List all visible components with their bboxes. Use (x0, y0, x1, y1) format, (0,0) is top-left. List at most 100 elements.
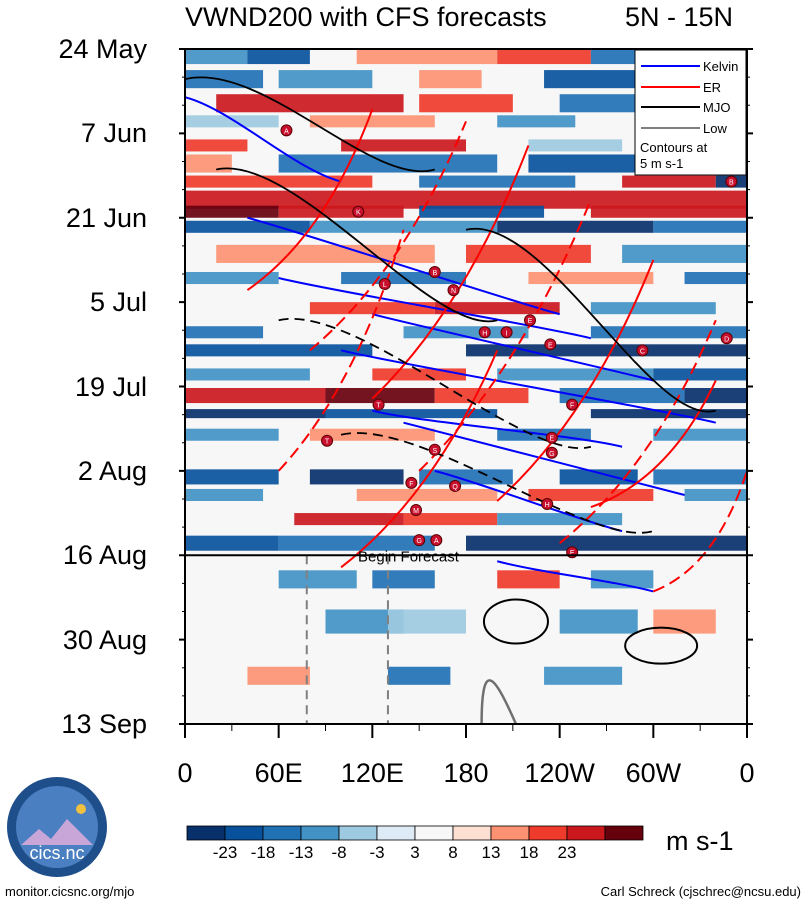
storm-marker-label: A (284, 128, 289, 135)
storm-marker: S (428, 443, 441, 456)
storm-marker-label: M (413, 508, 419, 515)
storm-marker: K (352, 205, 365, 218)
x-tick-label: 60W (625, 758, 682, 788)
storm-marker-label: A (434, 538, 439, 545)
storm-marker-label: G (549, 451, 554, 458)
storm-marker: E (544, 338, 557, 351)
storm-marker-label: T (376, 403, 381, 410)
storm-marker: B (428, 265, 441, 278)
storm-marker: H (478, 326, 491, 339)
colorbar-swatch (566, 825, 606, 841)
storm-marker: G (545, 446, 558, 459)
storm-marker-label: E (548, 342, 553, 349)
storm-marker: E (545, 431, 558, 444)
colorbar-label: -23 (212, 843, 238, 862)
colorbar-label: -18 (250, 843, 276, 862)
storm-marker-label: E (550, 436, 555, 443)
colorbar-label: 23 (557, 843, 577, 862)
y-tick-label: 19 Jul (74, 371, 147, 402)
colorbar-label: -13 (288, 843, 314, 862)
storm-marker-label: H (545, 502, 550, 509)
x-tick-label: 120E (340, 758, 404, 788)
colorbar-label: 13 (481, 843, 501, 862)
storm-marker: H (541, 498, 554, 511)
legend-note-1: Contours at (640, 140, 708, 155)
storm-marker-label: E (570, 550, 575, 557)
storm-marker-label: C (640, 348, 645, 355)
wave-contours (185, 76, 747, 724)
storm-marker: G (413, 534, 426, 547)
storm-marker-label: Q (452, 484, 458, 491)
cics-logo[interactable]: cics.nc (5, 775, 109, 879)
chart-region: 5N - 15N (625, 2, 734, 32)
storm-marker: N (447, 284, 460, 297)
x-tick-label: 0 (177, 758, 193, 788)
y-tick-label: 24 May (58, 34, 147, 64)
colorbar-swatch (452, 825, 492, 841)
colorbar-label: 3 (410, 843, 420, 862)
colorbar-swatch (414, 825, 454, 841)
storm-marker: C (636, 344, 649, 357)
storm-marker-label: B (432, 270, 437, 277)
legend-mjo: MJO (703, 100, 730, 115)
storm-marker-label: L (383, 282, 387, 289)
storm-marker-label: T (325, 439, 330, 446)
storm-marker: F (566, 398, 579, 411)
colorbar (186, 825, 644, 841)
colorbar-swatch (376, 825, 416, 841)
y-tick-label: 5 Jul (89, 287, 147, 318)
x-tick-label: 0 (739, 758, 755, 788)
colorbar-swatch (262, 825, 302, 841)
colorbar-swatch (300, 825, 340, 841)
sun-icon (76, 804, 86, 814)
chart-title: VWND200 with CFS forecasts (185, 2, 547, 32)
storm-marker: I (500, 326, 513, 339)
legend-kelvin: Kelvin (703, 59, 738, 74)
legend-low: Low (703, 121, 727, 136)
storm-marker-label: E (528, 318, 533, 325)
logo-text: cics.nc (29, 843, 84, 863)
storm-marker-label: K (356, 210, 361, 217)
storm-marker-label: F (409, 481, 413, 488)
colorbar-swatch (338, 825, 378, 841)
storm-marker: A (280, 124, 293, 137)
legend-note-2: 5 m s-1 (640, 156, 683, 171)
y-tick-label: 7 Jun (80, 118, 147, 149)
storm-marker-label: N (451, 288, 456, 295)
axis-ticks (179, 48, 753, 738)
colorbar-swatch (604, 825, 644, 841)
y-tick-label: 13 Sep (61, 709, 147, 739)
storm-marker: E (524, 314, 537, 327)
storm-marker: M (410, 504, 423, 517)
footer-credit: Carl Schreck (cjschrec@ncsu.edu) (600, 884, 801, 899)
footer-url[interactable]: monitor.cicsnc.org/mjo (5, 884, 135, 899)
colorbar-units: m s-1 (666, 826, 734, 856)
y-tick-label: 30 Aug (62, 624, 147, 655)
colorbar-label: 8 (448, 843, 458, 862)
legend-er: ER (703, 80, 721, 95)
storm-marker: T (321, 434, 334, 447)
storm-marker: D (720, 332, 733, 345)
colorbar-swatch (224, 825, 264, 841)
storm-marker-label: I (506, 330, 508, 337)
colorbar-label: 18 (519, 843, 539, 862)
colorbar-swatch (528, 825, 568, 841)
colorbar-swatch (490, 825, 530, 841)
storm-marker-label: G (416, 538, 421, 545)
storm-marker-label: H (482, 330, 487, 337)
storm-marker: T (372, 398, 385, 411)
forecast-label: Begin Forecast (358, 548, 460, 565)
colorbar-label: -3 (369, 843, 385, 862)
storm-marker: B (725, 175, 738, 188)
colorbar-swatch (186, 825, 226, 841)
storm-marker: L (378, 278, 391, 291)
storm-marker-label: F (570, 403, 574, 410)
colorbar-label: -8 (331, 843, 347, 862)
y-tick-label: 16 Aug (62, 540, 147, 571)
x-tick-label: 120W (524, 758, 595, 788)
x-tick-label: 60E (254, 758, 303, 788)
legend: Kelvin ER MJO Low Contours at 5 m s-1 (634, 49, 747, 176)
storm-marker: F (405, 476, 418, 489)
storm-marker-label: D (724, 336, 729, 343)
